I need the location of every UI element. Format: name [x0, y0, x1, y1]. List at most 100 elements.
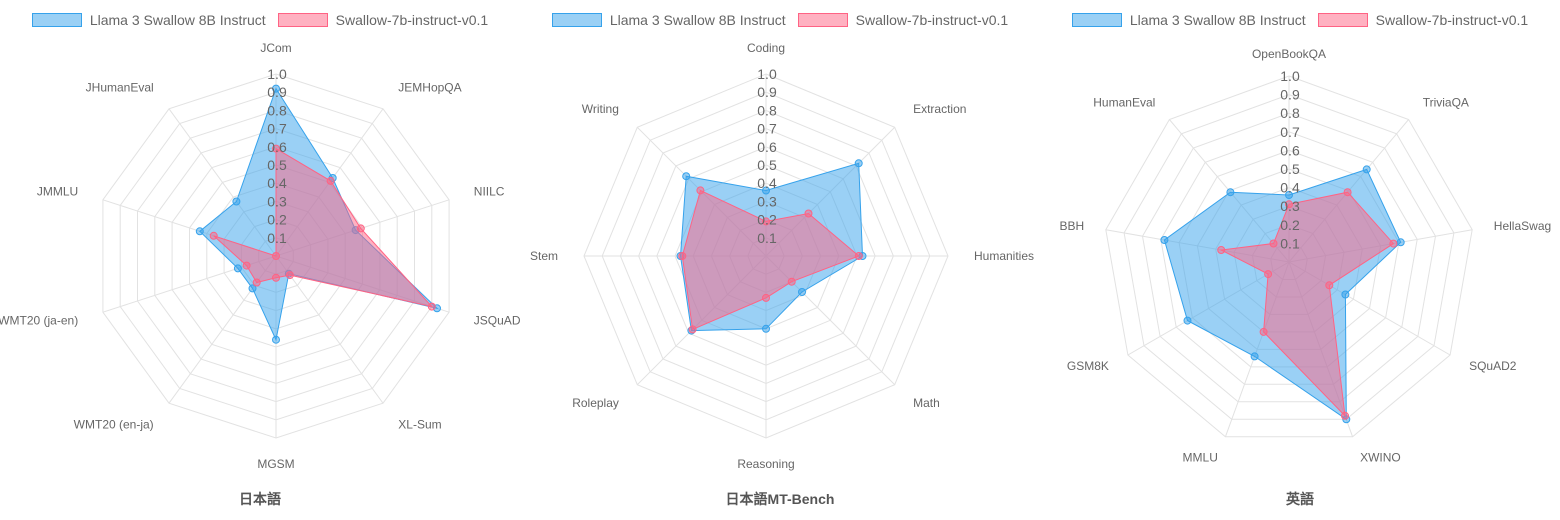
category-label: Coding — [747, 41, 785, 55]
data-point-2 — [1325, 281, 1334, 290]
legend: Llama 3 Swallow 8B Instruct Swallow-7b-i… — [1040, 10, 1560, 30]
data-point-1 — [1226, 188, 1235, 197]
radial-tick-label: 0.3 — [757, 193, 777, 209]
data-point-1 — [1250, 352, 1259, 361]
data-point-2 — [272, 252, 280, 260]
radial-tick-label: 1.0 — [267, 66, 287, 82]
category-label: Roleplay — [572, 396, 619, 410]
legend-swatch-series1 — [551, 13, 602, 27]
category-label: OpenBookQA — [1252, 47, 1326, 61]
radial-tick-label: 0.7 — [757, 121, 777, 137]
data-point-2 — [209, 231, 218, 240]
radial-tick-label: 0.2 — [1280, 217, 1300, 233]
legend-item-series2[interactable]: Swallow-7b-instruct-v0.1 — [1317, 10, 1529, 30]
radial-tick-label: 0.6 — [757, 139, 777, 155]
data-point-1 — [762, 324, 770, 333]
series-area-2 — [1219, 191, 1395, 418]
legend-item-series2[interactable]: Swallow-7b-instruct-v0.1 — [797, 10, 1009, 30]
radar-chart-japanese: JCom JEMHopQA NIILC JSQuAD XL-Sum MGSM WMT20 (… — [0, 41, 520, 471]
category-label: JSQuAD — [474, 313, 520, 327]
data-point-2 — [242, 261, 251, 270]
legend-swatch-series1 — [31, 13, 82, 27]
radial-tick-label: 0.1 — [267, 230, 287, 246]
radar-chart-english: OpenBookQA TriviaQA HellaSwag SQuAD2 XWINO MM… — [1060, 47, 1552, 465]
data-point-1 — [272, 84, 280, 93]
radial-tick-label: 0.4 — [1280, 180, 1300, 196]
radial-tick-label: 0.8 — [757, 102, 777, 118]
legend-label-series2: Swallow-7b-instruct-v0.1 — [335, 12, 489, 28]
data-point-1 — [682, 172, 691, 181]
category-label: MGSM — [257, 457, 294, 471]
category-label: JMMLU — [37, 185, 78, 199]
radar-panel-japanese: Llama 3 Swallow 8B Instruct Swallow-7b-i… — [0, 0, 520, 520]
radial-tick-label: 0.7 — [1280, 124, 1300, 140]
radial-tick-label: 0.2 — [267, 212, 287, 228]
radial-tick-label: 0.3 — [267, 193, 287, 209]
category-label: NIILC — [474, 185, 505, 199]
legend-label-series1: Llama 3 Swallow 8B Instruct — [89, 12, 266, 28]
data-point-2 — [1259, 327, 1268, 336]
data-point-2 — [272, 144, 280, 153]
data-point-1 — [854, 159, 863, 168]
data-point-1 — [232, 197, 241, 206]
radar-panel-english: Llama 3 Swallow 8B Instruct Swallow-7b-i… — [1040, 0, 1560, 520]
legend-label-series1: Llama 3 Swallow 8B Instruct — [609, 12, 786, 28]
data-point-2 — [678, 252, 687, 260]
radial-tick-label: 0.4 — [267, 175, 287, 191]
category-label: JCom — [260, 41, 291, 55]
legend-label-series2: Swallow-7b-instruct-v0.1 — [855, 12, 1009, 28]
data-point-2 — [252, 278, 261, 287]
category-label: Stem — [530, 249, 558, 263]
category-label: HumanEval — [1093, 96, 1155, 110]
data-point-2 — [1341, 411, 1349, 420]
data-point-2 — [696, 186, 705, 195]
chart-title: 日本語 — [239, 491, 281, 507]
category-label: Extraction — [913, 102, 966, 116]
legend-label-series2: Swallow-7b-instruct-v0.1 — [1375, 12, 1529, 28]
radial-tick-label: 0.1 — [757, 230, 777, 246]
data-point-1 — [798, 288, 806, 296]
data-point-2 — [804, 209, 813, 218]
radial-tick-label: 0.9 — [1280, 87, 1300, 103]
radial-tick-label: 0.4 — [757, 175, 777, 191]
data-point-2 — [1264, 270, 1273, 279]
legend-swatch-series2 — [797, 13, 848, 27]
chart-title: 日本語MT-Bench — [725, 491, 835, 507]
data-point-1 — [248, 284, 257, 293]
legend-item-series2[interactable]: Swallow-7b-instruct-v0.1 — [277, 10, 489, 30]
radial-tick-label: 0.6 — [1280, 142, 1300, 158]
category-label: BBH — [1060, 219, 1085, 233]
data-point-1 — [1285, 191, 1293, 199]
grid-ring — [1160, 131, 1418, 385]
data-point-2 — [688, 325, 697, 334]
data-point-2 — [326, 176, 335, 185]
data-point-2 — [427, 302, 436, 311]
legend: Llama 3 Swallow 8B Instruct Swallow-7b-i… — [520, 10, 1040, 30]
radar-chart-mt-bench: Coding Extraction Humanities Math Reasoning R… — [530, 41, 1034, 471]
legend-item-series1[interactable]: Llama 3 Swallow 8B Instruct — [551, 10, 786, 30]
data-point-1 — [195, 227, 204, 236]
category-label: MMLU — [1183, 451, 1218, 465]
category-label: Humanities — [974, 249, 1034, 263]
category-label: HellaSwag — [1494, 219, 1551, 233]
category-label: Math — [913, 396, 940, 410]
grid-ring — [1141, 112, 1437, 403]
data-point-2 — [787, 277, 796, 286]
legend-swatch-series2 — [277, 13, 328, 27]
radial-tick-label: 0.9 — [267, 84, 287, 100]
data-point-2 — [272, 273, 280, 282]
legend-item-series1[interactable]: Llama 3 Swallow 8B Instruct — [31, 10, 266, 30]
radial-tick-label: 0.5 — [757, 157, 777, 173]
data-point-1 — [1160, 236, 1169, 244]
radial-tick-label: 0.8 — [1280, 105, 1300, 121]
chart-title: 英語 — [1286, 491, 1314, 507]
data-point-2 — [762, 293, 770, 302]
category-label: GSM8K — [1067, 359, 1109, 373]
category-label: JEMHopQA — [398, 81, 461, 95]
category-label: Writing — [582, 102, 619, 116]
data-point-2 — [1269, 239, 1278, 248]
grid-ring — [1105, 75, 1473, 438]
data-point-1 — [1396, 238, 1405, 247]
legend-item-series1[interactable]: Llama 3 Swallow 8B Instruct — [1071, 10, 1306, 30]
legend-swatch-series1 — [1071, 13, 1122, 27]
